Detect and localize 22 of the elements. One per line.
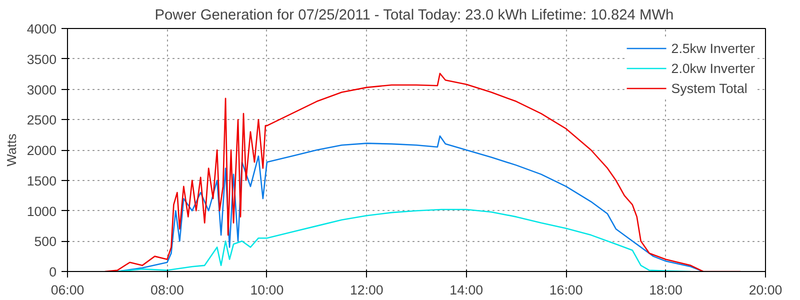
y-tick-label: 2000 [26, 143, 57, 158]
x-tick-label: 20:00 [748, 282, 782, 298]
x-tick-label: 08:00 [150, 282, 184, 298]
x-tick-label: 10:00 [250, 282, 284, 298]
legend-label: System Total [671, 80, 748, 96]
y-tick-label: 4000 [26, 22, 57, 36]
x-tick-label: 14:00 [450, 282, 484, 298]
chart-title: Power Generation for 07/25/2011 - Total Today: 23.0 kWh Lifetime: 10.824 MWh [154, 8, 674, 24]
y-tick-label: 3000 [26, 82, 57, 98]
y-tick-label: 1000 [26, 204, 57, 219]
y-tick-label: 500 [34, 234, 57, 250]
y-axis-title: Watts [4, 133, 19, 166]
legend-label: 2.0kw Inverter [671, 60, 755, 76]
y-tick-label: 3500 [26, 52, 57, 67]
x-tick-label: 06:00 [50, 282, 84, 298]
y-tick-label: 0 [49, 264, 57, 280]
x-tick-label: 12:00 [350, 282, 384, 298]
x-tick-label: 16:00 [549, 282, 583, 298]
y-tick-label: 1500 [26, 173, 57, 188]
x-tick-label: 18:00 [649, 282, 682, 298]
legend-label: 2.5kw Inverter [671, 40, 755, 56]
y-tick-label: 2500 [26, 112, 57, 128]
